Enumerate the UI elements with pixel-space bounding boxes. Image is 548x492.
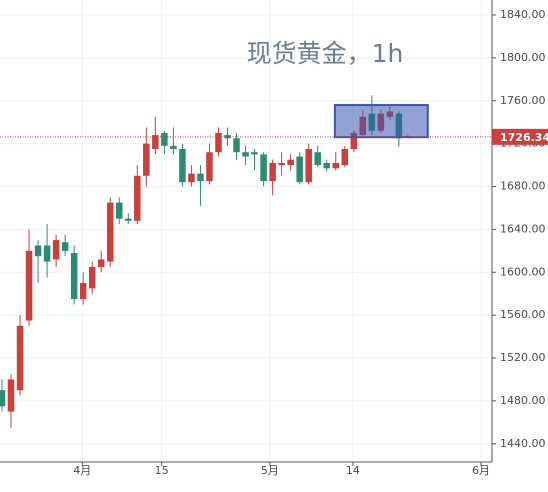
y-tick-label: 1680.00: [500, 180, 546, 193]
chart-title: 现货黄金，1h: [247, 39, 404, 68]
y-tick-label: 1560.00: [500, 308, 546, 321]
candle-body: [106, 202, 114, 262]
candle-body: [296, 156, 303, 183]
current-price-label: 1726.34: [500, 131, 548, 144]
candle-body: [332, 162, 340, 169]
y-tick-label: 1760.00: [500, 94, 546, 107]
y-tick-label: 1440.00: [500, 437, 546, 450]
y-tick-label: 1480.00: [500, 394, 546, 407]
candle-body: [269, 162, 276, 182]
y-tick-label: 1600.00: [500, 265, 546, 278]
candle-body: [97, 259, 105, 267]
candle-body: [242, 152, 249, 157]
candle-body: [16, 325, 24, 391]
candle-body: [34, 245, 42, 257]
candle-body: [70, 252, 78, 300]
candle-body: [125, 218, 132, 221]
y-tick-label: 1800.00: [500, 51, 546, 64]
candle-body: [116, 202, 123, 219]
candle-body: [152, 135, 159, 149]
candle-body: [287, 159, 294, 166]
highlight-box: [333, 104, 429, 139]
candle-body: [206, 152, 213, 182]
candle-body: [350, 132, 358, 149]
candle-body: [61, 242, 69, 251]
candle-body: [52, 240, 60, 260]
candle-body: [7, 379, 15, 412]
candle-body: [161, 132, 168, 146]
y-tick-label: 1840.00: [500, 8, 546, 21]
x-tick-label: 6月: [472, 464, 490, 477]
candle-body: [260, 154, 267, 182]
candle-body: [341, 148, 349, 166]
candle-body: [25, 250, 33, 321]
candle-body: [0, 390, 6, 407]
candle-body: [251, 152, 258, 155]
candle-body: [179, 148, 186, 183]
candle-body: [215, 132, 222, 153]
candle-body: [134, 175, 141, 221]
y-tick-label: 1640.00: [500, 222, 546, 235]
candle-body: [188, 173, 195, 183]
candle-body: [278, 162, 285, 166]
candle-body: [88, 266, 96, 289]
grid: [0, 0, 492, 462]
candle-body: [197, 173, 204, 182]
candle-body: [79, 282, 87, 300]
y-tick-label: 1520.00: [500, 351, 546, 364]
x-tick-label: 5月: [261, 464, 279, 477]
candle-body: [305, 148, 312, 183]
candle-body: [323, 162, 330, 169]
x-tick-label: 15: [155, 464, 169, 477]
candle-body: [233, 138, 240, 153]
candle-body: [43, 245, 51, 262]
candle-body: [170, 145, 177, 149]
candle-body: [314, 152, 321, 166]
candle-body: [143, 143, 150, 176]
x-tick-label: 14: [346, 464, 360, 477]
current-price-tag: [492, 128, 548, 145]
x-tick-label: 4月: [73, 464, 91, 477]
